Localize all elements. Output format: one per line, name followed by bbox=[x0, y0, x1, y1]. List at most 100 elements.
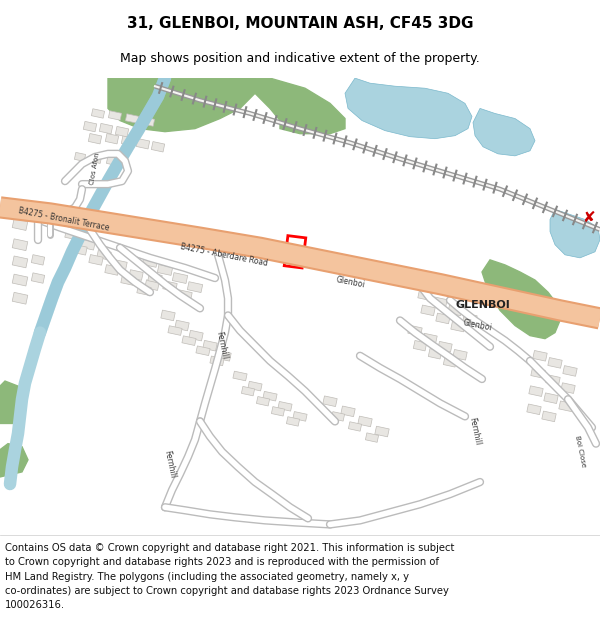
Polygon shape bbox=[157, 264, 173, 276]
Polygon shape bbox=[559, 401, 573, 412]
Polygon shape bbox=[230, 78, 345, 134]
Polygon shape bbox=[544, 393, 558, 404]
Text: Clos Afon: Clos Afon bbox=[89, 152, 101, 186]
Polygon shape bbox=[121, 136, 135, 146]
Polygon shape bbox=[0, 381, 22, 424]
Polygon shape bbox=[210, 356, 224, 366]
Polygon shape bbox=[421, 305, 435, 316]
Polygon shape bbox=[83, 121, 97, 132]
Polygon shape bbox=[136, 139, 150, 149]
Polygon shape bbox=[241, 386, 254, 396]
Text: B4275 - Bronalit Terrace: B4275 - Bronalit Terrace bbox=[18, 206, 110, 232]
Polygon shape bbox=[105, 264, 119, 275]
Polygon shape bbox=[12, 292, 28, 304]
Polygon shape bbox=[73, 244, 87, 255]
Polygon shape bbox=[148, 272, 162, 283]
Text: Fernhill: Fernhill bbox=[215, 331, 229, 361]
Text: to Crown copyright and database rights 2023 and is reproduced with the permissio: to Crown copyright and database rights 2… bbox=[5, 557, 439, 567]
Polygon shape bbox=[12, 274, 28, 286]
Polygon shape bbox=[271, 407, 284, 416]
Polygon shape bbox=[12, 256, 28, 268]
Polygon shape bbox=[286, 417, 299, 426]
Polygon shape bbox=[433, 297, 447, 308]
Text: GLENBOI: GLENBOI bbox=[455, 300, 510, 310]
Text: Fernhill: Fernhill bbox=[467, 417, 482, 446]
Polygon shape bbox=[65, 229, 79, 240]
Text: Glenboi: Glenboi bbox=[462, 318, 493, 332]
Polygon shape bbox=[263, 391, 277, 401]
Polygon shape bbox=[113, 259, 127, 270]
Text: Fernhill: Fernhill bbox=[163, 449, 178, 479]
Polygon shape bbox=[97, 249, 111, 260]
Polygon shape bbox=[31, 273, 45, 283]
Text: Glenboi: Glenboi bbox=[335, 275, 365, 289]
Polygon shape bbox=[436, 313, 450, 324]
Polygon shape bbox=[550, 209, 600, 258]
Polygon shape bbox=[341, 406, 355, 417]
Polygon shape bbox=[533, 351, 547, 361]
Polygon shape bbox=[217, 351, 231, 361]
Polygon shape bbox=[453, 349, 467, 360]
Polygon shape bbox=[106, 156, 118, 166]
Polygon shape bbox=[448, 305, 462, 316]
Polygon shape bbox=[91, 109, 104, 118]
Polygon shape bbox=[81, 239, 95, 250]
Polygon shape bbox=[331, 412, 344, 421]
Polygon shape bbox=[175, 320, 189, 331]
Polygon shape bbox=[463, 313, 477, 324]
Polygon shape bbox=[0, 444, 28, 477]
Text: HM Land Registry. The polygons (including the associated geometry, namely x, y: HM Land Registry. The polygons (includin… bbox=[5, 571, 409, 581]
Polygon shape bbox=[178, 290, 192, 301]
Polygon shape bbox=[256, 396, 269, 406]
Polygon shape bbox=[31, 254, 45, 265]
Polygon shape bbox=[142, 256, 158, 268]
Polygon shape bbox=[375, 426, 389, 437]
Polygon shape bbox=[145, 280, 159, 291]
Polygon shape bbox=[12, 239, 28, 251]
Polygon shape bbox=[529, 386, 543, 396]
Polygon shape bbox=[115, 126, 129, 137]
Polygon shape bbox=[121, 275, 135, 286]
Polygon shape bbox=[531, 368, 545, 378]
Polygon shape bbox=[423, 333, 437, 344]
Polygon shape bbox=[99, 123, 113, 134]
Polygon shape bbox=[108, 78, 255, 132]
Polygon shape bbox=[358, 416, 372, 427]
Polygon shape bbox=[203, 341, 217, 351]
Polygon shape bbox=[278, 401, 292, 411]
Polygon shape bbox=[548, 357, 562, 368]
Polygon shape bbox=[161, 310, 175, 321]
Polygon shape bbox=[163, 281, 177, 291]
Polygon shape bbox=[546, 375, 560, 386]
Text: 31, GLENBOI, MOUNTAIN ASH, CF45 3DG: 31, GLENBOI, MOUNTAIN ASH, CF45 3DG bbox=[127, 16, 473, 31]
Polygon shape bbox=[345, 78, 472, 139]
Polygon shape bbox=[408, 325, 422, 336]
Polygon shape bbox=[151, 142, 165, 152]
Polygon shape bbox=[109, 111, 122, 120]
Polygon shape bbox=[413, 341, 427, 351]
Text: 100026316.: 100026316. bbox=[5, 601, 65, 611]
Polygon shape bbox=[451, 321, 465, 332]
Polygon shape bbox=[74, 152, 86, 161]
Polygon shape bbox=[233, 371, 247, 381]
Text: ✘: ✘ bbox=[581, 210, 595, 225]
Polygon shape bbox=[168, 326, 182, 336]
Polygon shape bbox=[323, 396, 337, 406]
Text: Map shows position and indicative extent of the property.: Map shows position and indicative extent… bbox=[120, 52, 480, 65]
Polygon shape bbox=[293, 411, 307, 421]
Polygon shape bbox=[172, 272, 188, 284]
Polygon shape bbox=[89, 254, 103, 265]
Polygon shape bbox=[561, 382, 575, 393]
Polygon shape bbox=[196, 346, 210, 356]
Text: Contains OS data © Crown copyright and database right 2021. This information is : Contains OS data © Crown copyright and d… bbox=[5, 542, 454, 552]
Polygon shape bbox=[182, 336, 196, 346]
Polygon shape bbox=[365, 433, 379, 442]
Polygon shape bbox=[438, 341, 452, 352]
Polygon shape bbox=[125, 114, 139, 123]
Polygon shape bbox=[473, 108, 535, 156]
Polygon shape bbox=[91, 154, 101, 163]
Text: B4275 - Aberdare Road: B4275 - Aberdare Road bbox=[180, 242, 269, 268]
Polygon shape bbox=[428, 349, 442, 359]
Polygon shape bbox=[527, 404, 541, 414]
Text: co-ordinates) are subject to Crown copyright and database rights 2023 Ordnance S: co-ordinates) are subject to Crown copyr… bbox=[5, 586, 449, 596]
